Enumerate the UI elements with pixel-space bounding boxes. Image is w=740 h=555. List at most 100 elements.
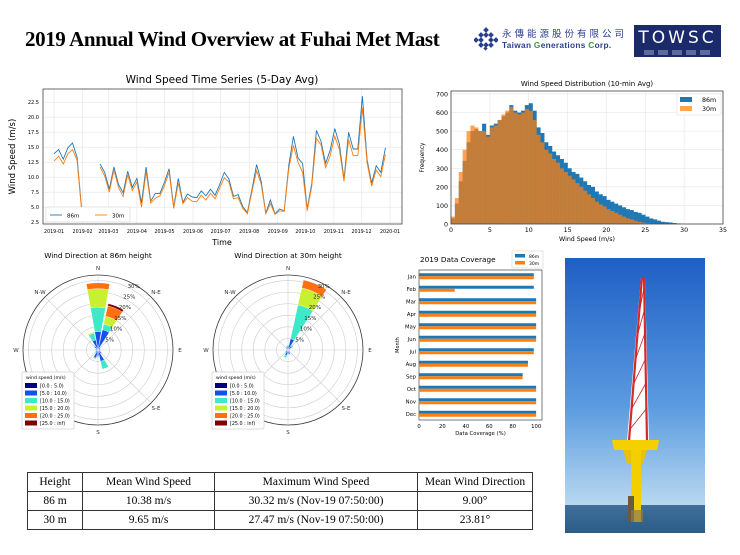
- ring-label: 15%: [114, 316, 126, 322]
- chart-title: Wind Direction at 30m height: [234, 251, 342, 260]
- y-tick-label: 300: [436, 166, 448, 173]
- legend-label: [0.0 : 5.0): [40, 384, 64, 390]
- y-axis-label: Month: [395, 337, 401, 353]
- histogram-bar-30m: [493, 125, 498, 224]
- y-tick-label: Mar: [406, 299, 417, 305]
- legend-swatch: [25, 420, 37, 426]
- coverage-bar-30m: [419, 363, 528, 367]
- histogram-bar-86m: [668, 222, 673, 224]
- plot-frame: [42, 88, 403, 225]
- direction-label: N-E: [151, 290, 161, 296]
- x-tick-label: 0: [417, 424, 421, 430]
- legend-label: [15.0 : 20.0): [230, 406, 260, 412]
- legend-label: [20.0 : 25.0): [230, 414, 260, 420]
- header-height: Height: [27, 472, 83, 492]
- coverage-bar-86m: [419, 285, 534, 289]
- legend-label: 86m: [702, 97, 716, 104]
- y-tick-label: Jun: [407, 337, 416, 343]
- rose-spoke: [234, 296, 289, 351]
- ring-label: 30%: [128, 284, 140, 290]
- y-tick-label: 10.0: [28, 175, 39, 181]
- table-row: 30 m 9.65 m/s 27.47 m/s (Nov-19 07:50:00…: [27, 510, 533, 530]
- y-tick-label: 12.5: [28, 160, 39, 166]
- histogram-bar-30m: [466, 131, 471, 224]
- y-tick-label: 200: [436, 184, 448, 191]
- chart-title: Wind Speed Time Series (5-Day Avg): [126, 74, 319, 86]
- coverage-bar-86m: [419, 310, 537, 314]
- wind-rose-30m: Wind Direction at 30m height N N-E E S-E S W N-…: [203, 251, 372, 436]
- histogram-bar-86m: [656, 220, 662, 224]
- legend-swatch-86m: [515, 254, 525, 258]
- legend-label: 30m: [112, 214, 124, 220]
- histogram-bar-30m: [536, 134, 541, 224]
- legend-swatch-86m: [680, 97, 692, 102]
- series-line-30m: [53, 107, 386, 216]
- coverage-bar-30m: [419, 313, 537, 317]
- direction-label: E: [368, 348, 372, 354]
- histogram-bar-30m: [633, 220, 638, 224]
- y-tick-label: 15.0: [28, 145, 39, 151]
- towsc-logo: TOWSC: [634, 25, 721, 57]
- coverage-bar-86m: [419, 398, 537, 402]
- x-tick-label: 2019-02: [73, 229, 93, 235]
- legend-label: [25.0 : inf): [230, 421, 255, 427]
- table-header-row: Height Mean Wind Speed Maximum Wind Spee…: [27, 472, 533, 492]
- coverage-bar-86m: [419, 373, 523, 377]
- coverage-bar-86m: [419, 348, 534, 352]
- histogram-bar-30m: [478, 131, 483, 224]
- rose-wedge-S: [286, 353, 290, 356]
- rose-wedge-WSW: [285, 349, 288, 352]
- y-tick-label: 100: [436, 203, 448, 210]
- cell-max-speed: 30.32 m/s (Nov-19 07:50:00): [214, 491, 418, 511]
- met-mast-photo: [565, 258, 705, 533]
- y-tick-label: 2.5: [31, 220, 39, 226]
- coverage-bar-86m: [419, 410, 537, 414]
- x-tick-label: 2019-09: [268, 229, 288, 235]
- histogram-bar-30m: [567, 175, 572, 224]
- direction-label: N: [286, 266, 290, 272]
- y-tick-label: Nov: [406, 399, 416, 405]
- x-tick-label: 40: [462, 424, 469, 430]
- rose-spoke: [287, 296, 342, 351]
- histogram-bar-30m: [629, 219, 634, 224]
- x-axis-label: Wind Speed (m/s): [559, 236, 615, 243]
- coverage-bar-86m: [419, 360, 528, 364]
- histogram-bar-30m: [454, 197, 459, 224]
- rose-spoke: [97, 296, 152, 351]
- rose-wedge-S: [96, 355, 100, 358]
- time-series-chart: Wind Speed Time Series (5-Day Avg) 2.5 5.0…: [8, 74, 403, 247]
- histogram-bar-86m: [672, 223, 677, 224]
- x-tick-label: 2019-03: [98, 229, 118, 235]
- ring-label: 10%: [300, 327, 312, 333]
- histogram-bar-86m: [649, 218, 654, 224]
- rose-wedge-SSE: [100, 359, 109, 370]
- header-max-speed: Maximum Wind Speed: [214, 472, 418, 492]
- plot-frame: [450, 90, 724, 225]
- x-tick-label: 5: [488, 227, 492, 234]
- direction-label: S: [96, 430, 100, 436]
- histogram-bar-30m: [614, 212, 619, 224]
- page-title: 2019 Annual Wind Overview at Fuhai Met M…: [25, 27, 440, 51]
- histogram-bar-30m: [520, 112, 526, 224]
- x-tick-label: 30: [680, 227, 688, 234]
- x-tick-label: 2019-06: [183, 229, 203, 235]
- coverage-bar-86m: [419, 323, 537, 327]
- y-tick-label: May: [405, 324, 416, 330]
- rose-wedge-SW: [284, 351, 287, 354]
- rose-wedge-SW: [94, 351, 97, 354]
- legend-label: [10.0 : 15.0): [40, 399, 70, 405]
- histogram-bar-30m: [513, 112, 518, 224]
- rose-wedge-NNW: [87, 331, 95, 336]
- y-tick-label: Apr: [407, 312, 417, 318]
- histogram-bar-86m: [641, 214, 646, 224]
- direction-label: N-E: [341, 290, 351, 296]
- cell-mean-speed: 9.65 m/s: [82, 510, 215, 530]
- histogram-bar-86m: [653, 219, 658, 224]
- ring-label: 20%: [119, 305, 131, 311]
- histogram-bar-30m: [563, 171, 568, 224]
- rose-wedge-N: [86, 282, 110, 290]
- coverage-bar-30m: [419, 326, 537, 330]
- histogram-bar-30m: [532, 119, 537, 224]
- histogram-bar-30m: [474, 127, 479, 224]
- x-tick-label: 2019-11: [324, 229, 344, 235]
